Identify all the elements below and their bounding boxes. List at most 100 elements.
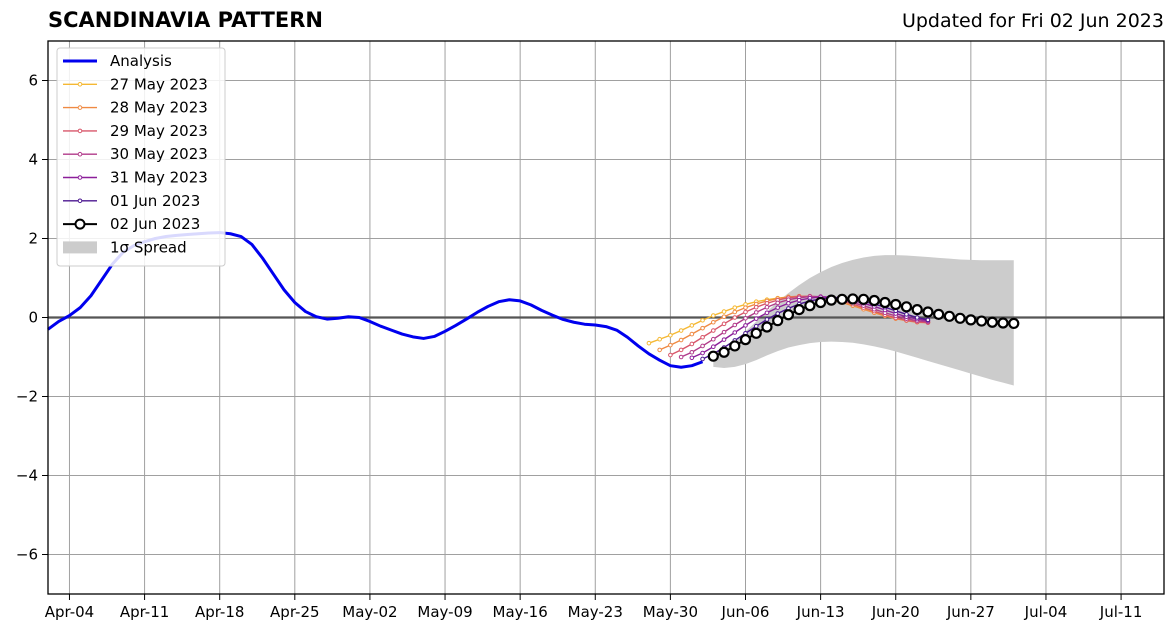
series-point [689,331,695,337]
series-point [732,330,738,335]
series-point [678,347,684,353]
x-tick-label: Jul-11 [1099,603,1143,621]
series-point [890,298,902,311]
series-point [729,340,741,352]
series-point [753,323,759,329]
legend-label: 01 Jun 2023 [110,192,200,210]
series-point [689,323,695,328]
y-tick-label: 2 [28,230,38,248]
spread-area [713,255,1014,386]
x-tick-label: Jun-13 [796,603,845,621]
series-point [721,321,727,327]
series-point [721,309,727,314]
series-point [678,328,684,333]
series-point [700,325,705,331]
series-point [911,304,923,316]
series-point [836,293,848,305]
series-point [721,314,727,320]
series-point [775,305,780,310]
legend-marker [77,105,83,110]
series-point [668,332,673,338]
series-point [775,300,780,306]
x-tick-label: Jun-06 [721,603,770,621]
series-point [857,293,870,305]
x-tick-label: Jul-04 [1024,603,1068,621]
x-tick-label: Apr-04 [45,603,95,621]
series-point [1008,317,1020,330]
series-point [975,315,988,327]
legend-swatch [63,241,97,254]
series-point [732,309,738,315]
series-point [943,310,955,322]
series-point [711,344,716,350]
x-tick-label: May-16 [493,603,548,621]
legend-item: 27 May 2023 [63,75,208,93]
series-point [868,294,880,307]
series-point [761,321,773,333]
series-point [657,347,662,353]
series-point [700,350,705,356]
legend-item: 31 May 2023 [63,169,208,187]
series-point [707,350,719,362]
legend-label: 1σ Spread [110,238,187,256]
legend-item: 29 May 2023 [63,122,208,140]
series-point [793,304,805,316]
legend-marker [74,218,86,230]
y-tick-label: 4 [28,151,38,169]
series-point [700,343,705,349]
series-point [847,293,859,305]
series-point [646,340,652,346]
chart-title: SCANDINAVIA PATTERN [48,8,323,32]
series-point [657,336,662,342]
series-point [743,323,748,328]
x-tick-label: May-23 [568,603,623,621]
series-point [732,322,738,328]
series-point [786,300,791,306]
legend-marker [77,82,83,87]
series-point [772,315,784,327]
series-point [825,294,837,306]
x-tick-label: Apr-11 [120,603,170,621]
series-point [796,297,802,303]
legend-item: 30 May 2023 [63,145,208,163]
legend-item: 1σ Spread [63,238,187,256]
legend-label: Analysis [110,52,172,70]
series-point [764,304,770,310]
series-point [711,328,716,333]
series-point [904,312,909,317]
legend-item: 28 May 2023 [63,99,208,117]
series-point [965,314,977,326]
spread-band [713,255,1014,386]
legend-label: 02 Jun 2023 [110,215,200,233]
series-point [782,309,795,321]
series-point [700,334,705,340]
series-point [922,306,934,318]
forecast-series [646,293,1020,362]
y-tick-label: 6 [28,72,38,90]
x-tick-label: Apr-18 [195,603,245,621]
series-point [732,315,738,320]
legend-marker [77,198,83,204]
series-point [711,319,716,325]
series-point [997,317,1009,329]
x-tick-label: May-09 [417,603,472,621]
series-point [815,296,827,309]
series-point [753,310,759,315]
series-point [689,341,695,347]
y-tick-label: −4 [16,467,38,485]
legend-label: 27 May 2023 [110,75,208,93]
x-tick-label: Jun-20 [871,603,920,621]
legend-box [56,47,226,267]
series-point [775,311,780,316]
legend-label: 31 May 2023 [110,169,208,187]
series-point [914,315,920,320]
series-point [700,356,705,362]
series-point [753,316,759,321]
series-point [678,337,684,343]
series-point [750,327,762,339]
series-02-jun-2023 [707,293,1020,362]
series-point [764,310,770,316]
y-tick-label: −6 [16,546,38,564]
legend-label: 29 May 2023 [110,122,208,140]
legend-item: 02 Jun 2023 [63,215,200,233]
